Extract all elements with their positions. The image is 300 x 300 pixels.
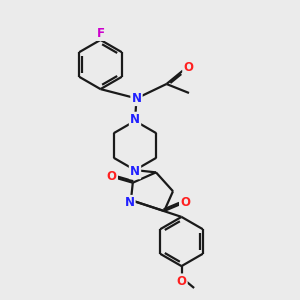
Text: O: O xyxy=(107,170,117,183)
Text: N: N xyxy=(131,92,142,105)
Text: O: O xyxy=(176,274,187,288)
Text: O: O xyxy=(183,61,194,74)
Text: O: O xyxy=(180,196,190,209)
Text: F: F xyxy=(97,27,104,40)
Text: N: N xyxy=(130,165,140,178)
Text: N: N xyxy=(124,196,134,209)
Text: N: N xyxy=(130,113,140,126)
